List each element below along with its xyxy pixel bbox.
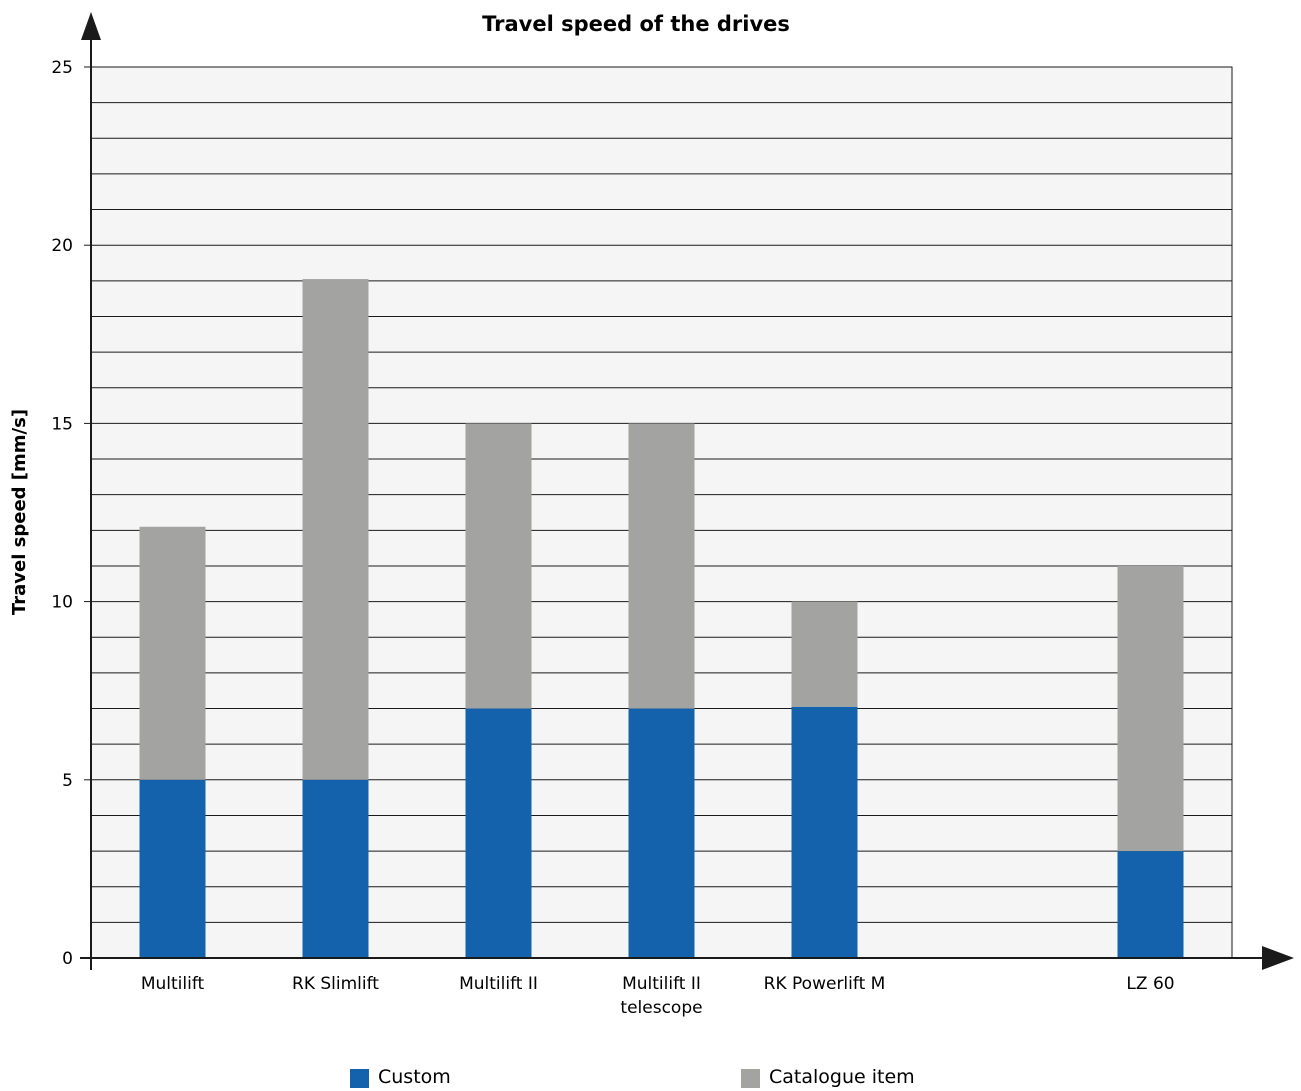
legend-label: Catalogue item <box>769 1066 915 1088</box>
x-category-label: telescope <box>620 998 702 1018</box>
bar-custom <box>465 708 532 958</box>
x-category-labels: Multilift RK Slimlift Multilift II Multilif… <box>141 974 1175 1018</box>
legend: Custom Catalogue item <box>350 1066 915 1088</box>
y-tick-label: 25 <box>51 58 73 78</box>
y-tick-label: 5 <box>62 771 73 791</box>
x-axis-arrow <box>1262 946 1294 970</box>
y-tick-labels: 0 5 10 15 20 25 <box>51 58 91 969</box>
bar-catalogue-item <box>1117 565 1184 852</box>
chart-title: Travel speed of the drives <box>482 12 790 36</box>
bar-catalogue-item <box>628 423 695 709</box>
x-category-label: RK Slimlift <box>292 974 379 994</box>
bar-catalogue-item <box>791 601 858 707</box>
bar-custom <box>1117 851 1184 958</box>
legend-swatch <box>350 1069 369 1088</box>
legend-swatch <box>741 1069 760 1088</box>
y-tick-label: 20 <box>51 236 73 256</box>
x-category-label: Multilift <box>141 974 205 994</box>
x-category-label: RK Powerlift M <box>764 974 886 994</box>
x-category-label: Multilift II <box>459 974 538 994</box>
y-tick-label: 15 <box>51 414 73 434</box>
x-category-label: LZ 60 <box>1126 974 1174 994</box>
legend-label: Custom <box>378 1066 451 1088</box>
y-tick-label: 0 <box>62 949 73 969</box>
bar-custom <box>628 708 695 958</box>
y-axis-arrow <box>81 12 101 40</box>
bar-custom <box>791 706 858 958</box>
x-category-label: Multilift II <box>622 974 701 994</box>
bars-group <box>139 279 1184 958</box>
bar-custom <box>302 779 369 958</box>
bar-catalogue-item <box>139 526 206 780</box>
y-tick-label: 10 <box>51 593 73 613</box>
bar-custom <box>139 779 206 958</box>
bar-catalogue-item <box>302 279 369 780</box>
bar-catalogue-item <box>465 423 532 709</box>
y-axis-label: Travel speed [mm/s] <box>9 409 30 615</box>
